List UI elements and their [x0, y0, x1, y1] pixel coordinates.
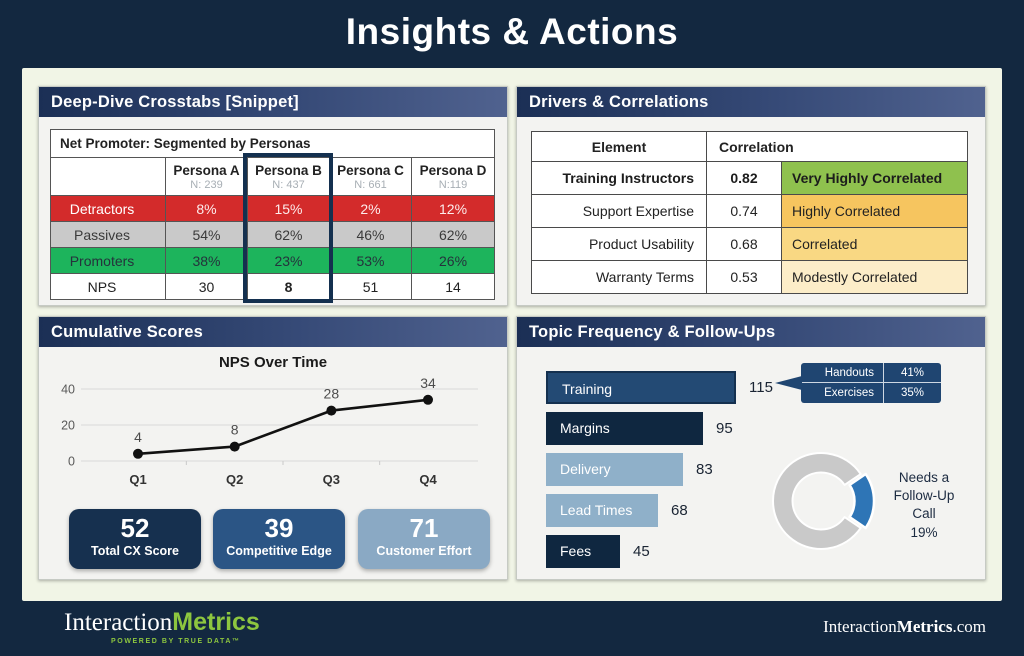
nps-line — [136, 398, 430, 456]
bar-category-label: Delivery — [560, 461, 611, 477]
follow-up-donut-chart — [772, 452, 876, 550]
panel-crosstabs-body: Net Promoter: Segmented by Personas Pers… — [39, 117, 507, 305]
bar-value-label: 68 — [671, 502, 688, 519]
bar-fill: Lead Times — [546, 494, 658, 527]
x-tick-label: Q2 — [226, 472, 243, 487]
data-point-label: 34 — [420, 375, 436, 391]
y-tick-label: 40 — [61, 383, 75, 397]
panel-cumulative-header: Cumulative Scores — [39, 317, 507, 347]
bar-category-label: Margins — [560, 420, 610, 436]
correlation-strength-cell: Highly Correlated — [781, 194, 968, 228]
crosstab-corner-cell — [50, 157, 166, 196]
logo-text-metrics: Metrics — [172, 608, 260, 636]
column-persona-b: Persona B N: 437 — [247, 157, 330, 196]
data-point-marker — [229, 441, 240, 452]
bar-fill: Training — [546, 371, 736, 404]
x-tick-label: Q4 — [419, 472, 437, 487]
correlation-row: Support Expertise 0.74 Highly Correlated — [531, 194, 968, 228]
website-url: InteractionMetrics.com — [823, 617, 986, 636]
callout-row: Exercises 35% — [801, 383, 941, 403]
y-tick-label: 0 — [68, 455, 75, 469]
panel-cumulative-scores: Cumulative Scores NPS Over Time 0 20 40 4 Q1… — [38, 316, 508, 580]
donut-annotation: Needs a Follow-Up Call 19% — [893, 470, 955, 540]
correlation-strength-cell: Modestly Correlated — [781, 260, 968, 294]
y-tick-label: 20 — [61, 419, 75, 433]
topic-bar-chart: Training 115 Margins 95 Delivery 83 Lead Times… — [546, 371, 986, 576]
bar-row: Delivery 83 — [546, 453, 986, 486]
data-point-marker — [326, 405, 337, 416]
column-persona-d: Persona D N:119 — [410, 157, 496, 196]
bar-row: Margins 95 — [546, 412, 986, 445]
row-passives: Passives 54% 62% 46% 62% — [50, 221, 496, 248]
donut-follow-up-slice — [848, 472, 876, 530]
data-point-marker — [423, 394, 433, 405]
page-title: Insights & Actions — [345, 11, 679, 52]
bar-row: Lead Times 68 — [546, 494, 986, 527]
crosstab-caption: Net Promoter: Segmented by Personas — [49, 129, 496, 158]
nps-chart-title: NPS Over Time — [218, 354, 328, 371]
training-callout: Handouts 41% Exercises 35% — [775, 363, 941, 403]
interaction-metrics-logo: InteractionMetrics POWERED BY TRUE DATA™ — [64, 608, 260, 645]
correlations-header-row: Element Correlation — [531, 131, 968, 162]
score-card-customer-effort: 71 Customer Effort — [358, 509, 490, 569]
bar-fill: Delivery — [546, 453, 683, 486]
correlations-table: Element Correlation Training Instructors… — [531, 131, 968, 294]
bar-value-label: 83 — [696, 461, 713, 478]
correlation-row: Product Usability 0.68 Correlated — [531, 227, 968, 261]
row-promoters: Promoters 38% 23% 53% 26% — [50, 247, 496, 274]
crosstab-table: Net Promoter: Segmented by Personas Pers… — [49, 129, 496, 300]
bar-row: Fees 45 — [546, 535, 986, 568]
panel-correlations-body: Element Correlation Training Instructors… — [517, 117, 985, 305]
panel-cumulative-body: NPS Over Time 0 20 40 4 Q1 8 Q2 28 Q3 34 Q4 52 Tot… — [39, 347, 507, 579]
bar-value-label: 115 — [749, 379, 773, 396]
callout-row: Handouts 41% — [801, 363, 941, 383]
panel-crosstabs-header: Deep-Dive Crosstabs [Snippet] — [39, 87, 507, 117]
x-tick-label: Q1 — [129, 472, 146, 487]
correlation-strength-cell: Correlated — [781, 227, 968, 261]
logo-tagline: POWERED BY TRUE DATA™ — [111, 638, 241, 645]
column-persona-c: Persona C N: 661 — [329, 157, 412, 196]
bar-category-label: Fees — [560, 543, 592, 559]
donut-remainder-slice — [772, 452, 862, 550]
panel-topic-frequency: Topic Frequency & Follow-Ups Training 115… — [516, 316, 986, 580]
data-point-label: 28 — [324, 386, 340, 402]
bar-category-label: Lead Times — [560, 502, 633, 518]
crosstab-header-row: Persona A N: 239 Persona B N: 437 Persona … — [50, 157, 496, 196]
panel-correlations-header: Drivers & Correlations — [517, 87, 985, 117]
row-nps: NPS 30 8 51 14 — [50, 273, 496, 300]
data-point-label: 4 — [134, 429, 142, 445]
nps-line-chart: 0 20 40 4 Q1 8 Q2 28 Q3 34 Q4 — [61, 375, 478, 487]
logo-text-interaction: Interaction — [64, 609, 173, 636]
score-card-total-cx: 52 Total CX Score — [69, 509, 201, 569]
panel-topic-frequency-header: Topic Frequency & Follow-Ups — [517, 317, 985, 347]
data-point-marker — [133, 448, 143, 459]
correlation-row: Training Instructors 0.82 Very Highly Co… — [531, 161, 968, 195]
footer: InteractionMetrics POWERED BY TRUE DATA™… — [0, 601, 1024, 656]
panel-crosstabs: Deep-Dive Crosstabs [Snippet] Net Promot… — [38, 86, 508, 306]
bar-value-label: 45 — [633, 543, 650, 560]
bar-value-label: 95 — [716, 420, 733, 437]
column-persona-a: Persona A N: 239 — [165, 157, 248, 196]
panel-correlations: Drivers & Correlations Element Correlati… — [516, 86, 986, 306]
bar-fill: Margins — [546, 412, 703, 445]
score-card-competitive-edge: 39 Competitive Edge — [213, 509, 345, 569]
correlation-row: Warranty Terms 0.53 Modestly Correlated — [531, 260, 968, 294]
data-point-label: 8 — [231, 422, 239, 438]
bar-row: Training 115 — [546, 371, 986, 404]
content-sheet: Deep-Dive Crosstabs [Snippet] Net Promot… — [22, 68, 1002, 601]
panel-topic-frequency-body: Training 115 Margins 95 Delivery 83 Lead Times… — [517, 347, 985, 579]
bar-category-label: Training — [562, 381, 613, 397]
correlation-strength-cell: Very Highly Correlated — [781, 161, 968, 195]
x-tick-label: Q3 — [323, 472, 340, 487]
bar-fill: Fees — [546, 535, 620, 568]
row-detractors: Detractors 8% 15% 2% 12% — [50, 195, 496, 222]
